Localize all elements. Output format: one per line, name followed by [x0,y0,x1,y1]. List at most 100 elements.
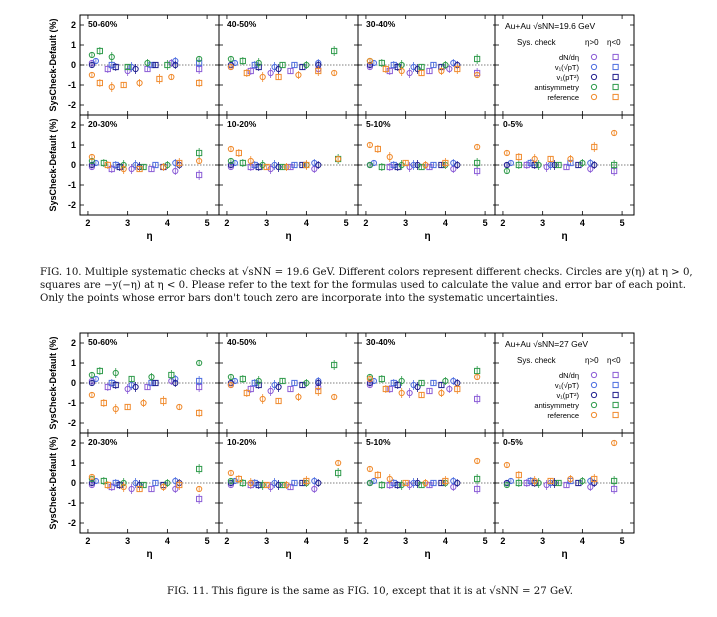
data-circle-reference [176,403,183,411]
legend-header-pos: η>0 [585,38,599,47]
data-square-reference [243,69,250,77]
data-circle-dndeta [267,483,274,491]
data-circle-reference [438,67,445,75]
data-circle-reference [227,469,235,477]
x-axis-label: η [146,549,152,560]
data-square-dndeta [611,485,618,493]
data-circle-antisym [88,371,96,379]
data-square-reference [382,65,389,73]
data-circle-v1pt2 [414,161,421,169]
data-square-antisym [474,159,481,167]
data-circle-v1pt2 [132,383,139,391]
data-circle-antisym [503,481,511,489]
legend-square-reference [612,411,619,419]
data-circle-dndeta [446,385,453,393]
data-square-v1pt [390,479,397,487]
data-square-dndeta [386,385,393,393]
x-tick-label: 4 [304,536,309,546]
x-tick-label: 4 [580,218,585,228]
data-square-dndeta [247,385,254,393]
data-circle-dndeta [267,69,274,77]
data-square-reference [303,161,310,169]
legend-square-v1pt [612,381,619,389]
x-tick-label: 4 [443,536,448,546]
data-square-v1pt2 [438,479,445,487]
data-circle-v1pt2 [275,383,282,391]
legend-circle-reference [590,93,598,101]
data-square-v1pt2 [255,481,262,489]
x-tick-label: 3 [540,218,545,228]
data-circle-reference [567,155,574,163]
x-tick-label: 4 [580,536,585,546]
x-axis-label: η [424,549,430,560]
data-square-reference [136,165,143,173]
data-square-antisym [335,469,342,477]
data-square-dndeta [474,395,481,403]
legend-square-dndeta [612,371,619,379]
data-circle-reference [366,141,374,149]
data-circle-antisym [442,377,449,385]
panel-title: 0-5% [503,119,523,129]
data-square-antisym [279,377,286,385]
data-circle-v1pt [92,57,99,65]
data-square-antisym [378,59,385,67]
legend-title: Au+Au √sNN=19.6 GeV [505,21,596,31]
data-circle-reference [422,479,429,487]
data-square-reference [263,481,270,489]
legend-label-v1pt2: v₁(pT²) [556,391,579,400]
data-circle-v1pt2 [454,161,461,169]
panel: 30-40% [357,332,498,434]
data-square-v1pt [430,61,437,69]
data-circle-reference [331,69,338,77]
data-circle-v1pt2 [503,161,511,169]
data-square-reference [235,149,242,157]
data-circle-reference [227,381,235,389]
data-circle-dndeta [311,485,318,493]
data-circle-dndeta [172,485,179,493]
x-tick-label: 3 [403,536,408,546]
data-square-antisym [124,63,131,71]
data-circle-reference [386,475,393,483]
data-circle-reference [196,157,203,165]
data-circle-antisym [259,481,266,489]
y-axis-label: SysCheck-Default (%) [48,336,58,429]
x-tick-label: 3 [540,536,545,546]
x-tick-label: 4 [165,218,170,228]
legend-circle-antisym [590,83,598,91]
data-circle-antisym [148,373,155,381]
x-axis-label: η [285,549,291,560]
legend-label-reference: reference [547,411,579,420]
data-circle-reference [398,67,405,75]
data-square-v1pt [251,161,258,169]
x-tick-label: 2 [363,536,368,546]
data-circle-reference [227,145,235,153]
data-circle-v1pt2 [88,61,96,69]
legend-circle-v1pt [590,381,598,389]
data-circle-reference [474,373,481,381]
x-tick-label: 2 [85,218,90,228]
data-square-dndeta [148,485,155,493]
data-square-reference [196,79,203,87]
data-circle-reference [611,439,618,447]
data-square-antisym [611,161,618,169]
data-square-reference [402,159,409,167]
legend-label-v1pt2: v₁(pT²) [556,73,579,82]
data-square-antisym [164,61,171,69]
data-square-v1pt2 [299,161,306,169]
panel: 40-50% [218,332,359,434]
data-square-reference [454,385,461,393]
data-square-dndeta [474,167,481,175]
data-square-antisym [239,479,246,487]
data-square-antisym [378,481,385,489]
legend-circle-v1pt [590,63,598,71]
legend-circle-v1pt2 [590,391,598,399]
y-tick-label: -2 [68,200,76,210]
data-circle-v1pt2 [275,163,282,171]
legend-label-reference: reference [547,93,579,102]
panel-title: 0-5% [503,437,523,447]
data-square-v1pt [291,61,298,69]
data-square-reference [196,409,203,417]
data-square-reference [515,471,522,479]
data-square-reference [176,159,183,167]
data-circle-reference [295,393,302,401]
